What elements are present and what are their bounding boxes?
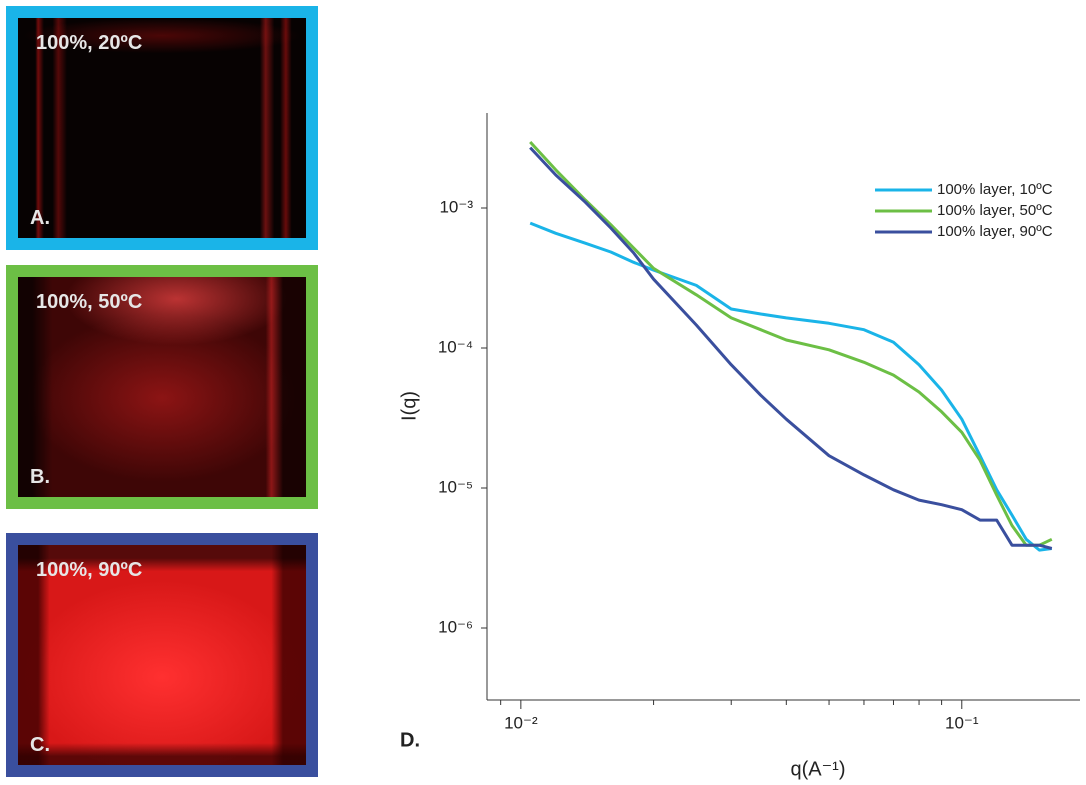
x-tick-label: 10⁻² [504, 713, 538, 732]
photo [18, 277, 306, 497]
panel-letter: A. [30, 207, 50, 229]
legend-label: 100% layer, 50ºC [937, 202, 1053, 219]
legend-label: 100% layer, 90ºC [937, 223, 1053, 240]
legend-label: 100% layer, 10ºC [937, 181, 1053, 198]
series-line [529, 221, 1052, 552]
photo-panel: 100%, 20ºC A. [6, 6, 318, 250]
photo [18, 18, 306, 238]
panel-caption: 100%, 90ºC [36, 559, 143, 581]
x-axis-label: q(A⁻¹) [791, 758, 846, 780]
photo-panel: 100%, 90ºC C. [6, 533, 318, 777]
x-tick-label: 10⁻¹ [945, 713, 979, 732]
photo-panel: 100%, 50ºC B. [6, 265, 318, 509]
panel-letter: D. [400, 729, 420, 751]
y-tick-label: 10⁻⁴ [438, 337, 473, 356]
y-tick-label: 10⁻⁶ [438, 617, 473, 636]
panel-letter: C. [30, 734, 50, 756]
panel-letter: B. [30, 466, 50, 488]
panel-caption: 100%, 20ºC [36, 32, 143, 54]
photo [18, 545, 306, 765]
series-line [529, 146, 1053, 550]
y-axis-label: I(q) [398, 391, 420, 421]
y-tick-label: 10⁻⁵ [438, 477, 473, 496]
panel-caption: 100%, 50ºC [36, 291, 143, 313]
y-tick-label: 10⁻³ [439, 197, 473, 216]
series-line [529, 140, 1053, 547]
